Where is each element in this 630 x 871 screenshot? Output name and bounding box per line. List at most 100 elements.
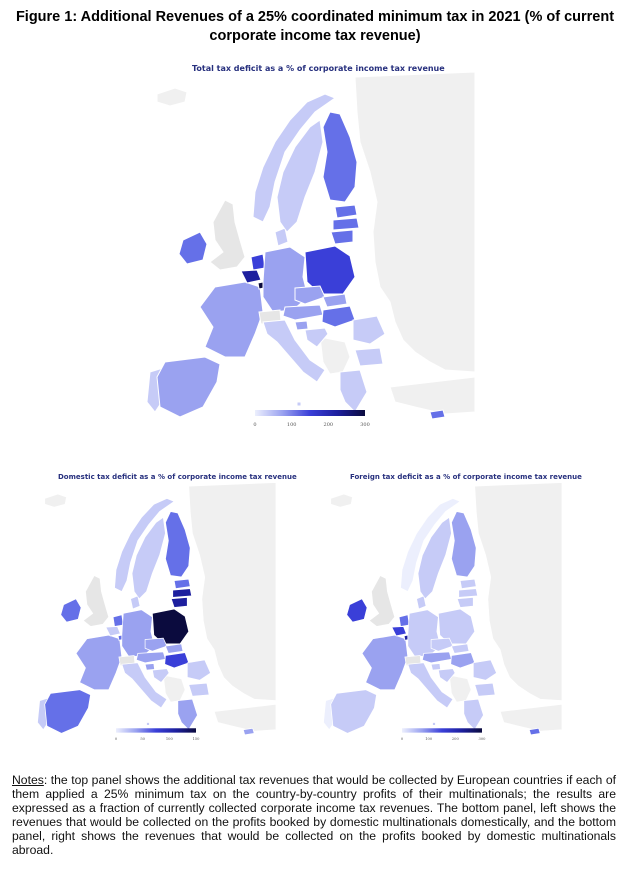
land-balkans (448, 674, 472, 703)
legend-tick-label: 200 (324, 422, 334, 428)
map-domestic: 0 50 100 150 (37, 482, 276, 741)
country-malta (432, 722, 436, 726)
legend-colorbar (402, 728, 482, 733)
country-latvia (172, 588, 193, 598)
legend-tick-label: 150 (193, 737, 201, 741)
land-iceland (330, 493, 353, 508)
map-title-domestic: Domestic tax deficit as a % of corporate… (58, 473, 297, 481)
country-norway (252, 93, 337, 223)
legend-tick-label: 100 (166, 737, 174, 741)
land-turkey (389, 376, 475, 415)
country-spain (330, 689, 377, 734)
country-uk (82, 575, 110, 627)
map-title-foreign: Foreign tax deficit as a % of corporate … (350, 473, 582, 481)
country-slovakia (322, 293, 348, 308)
country-norway (114, 498, 175, 593)
country-bulgaria (354, 347, 384, 367)
country-italy (407, 662, 454, 709)
country-netherlands (398, 614, 410, 627)
country-finland (165, 511, 191, 578)
land-turkey (213, 703, 276, 732)
country-poland (151, 608, 190, 645)
country-malta (146, 722, 150, 726)
country-lithuania (170, 596, 188, 608)
country-netherlands (112, 614, 124, 627)
land-balkans (162, 674, 186, 703)
country-latvia (458, 588, 479, 598)
country-austria (282, 304, 324, 321)
country-croatia (437, 668, 456, 683)
legend-colorbar (116, 728, 196, 733)
country-france (361, 634, 409, 691)
legend-tick-label: 300 (360, 422, 370, 428)
country-hungary (321, 305, 356, 328)
land-russia (354, 72, 475, 373)
country-bulgaria (474, 682, 496, 697)
country-cyprus (528, 727, 541, 736)
country-ireland (60, 598, 82, 623)
land-balkans (319, 336, 351, 375)
legend-tick-label: 50 (140, 737, 145, 741)
country-sweden (131, 516, 166, 600)
country-finland (451, 511, 477, 578)
country-romania (472, 659, 498, 681)
country-croatia (151, 668, 170, 683)
country-greece (339, 369, 368, 413)
country-greece (177, 698, 198, 731)
country-estonia (459, 578, 477, 590)
country-romania (352, 315, 386, 345)
country-hungary (450, 652, 476, 669)
country-lithuania (330, 229, 354, 245)
country-czechia (430, 637, 454, 652)
country-norway (400, 498, 461, 593)
country-spain (156, 356, 221, 418)
land-iceland (44, 493, 67, 508)
country-denmark (274, 227, 289, 247)
legend-tick-label: 0 (401, 737, 404, 741)
country-sweden (276, 119, 324, 233)
country-belgium (105, 626, 121, 637)
country-estonia (173, 578, 191, 590)
notes-text: : the top panel shows the additional tax… (12, 773, 616, 857)
country-belgium (240, 269, 262, 284)
country-romania (186, 659, 212, 681)
country-spain (44, 689, 91, 734)
country-poland (304, 245, 356, 295)
legend-tick-label: 100 (287, 422, 297, 428)
country-netherlands (250, 253, 266, 271)
country-bulgaria (188, 682, 210, 697)
country-malta (296, 401, 302, 407)
land-russia (474, 482, 562, 702)
map-foreign: 0 100 200 300 (323, 482, 562, 741)
country-france (75, 634, 123, 691)
country-ireland (346, 598, 368, 623)
legend-tick-label: 0 (253, 422, 256, 428)
country-estonia (334, 204, 358, 219)
country-hungary (164, 652, 190, 669)
figure-title: Figure 1: Additional Revenues of a 25% c… (15, 9, 615, 44)
country-sweden (417, 516, 452, 600)
legend-tick-label: 300 (479, 737, 487, 741)
country-slovenia (430, 663, 441, 671)
country-lithuania (456, 596, 474, 608)
country-cyprus (242, 727, 255, 736)
notes-label: Notes (12, 773, 44, 787)
map-title-total: Total tax deficit as a % of corporate in… (192, 64, 445, 73)
notes: Notes: the top panel shows the additiona… (12, 773, 616, 857)
country-czechia (144, 637, 168, 652)
legend-colorbar (255, 410, 365, 416)
legend-tick-label: 0 (115, 737, 118, 741)
country-france (199, 281, 264, 358)
country-latvia (332, 217, 360, 231)
country-croatia (304, 327, 329, 348)
country-slovenia (294, 320, 309, 331)
country-uk (368, 575, 396, 627)
legend-tick-label: 100 (425, 737, 433, 741)
legend-tick-label: 200 (452, 737, 460, 741)
country-slovakia (164, 643, 184, 654)
country-austria (135, 651, 166, 664)
country-italy (121, 662, 168, 709)
country-finland (322, 111, 358, 203)
country-italy (262, 319, 326, 383)
country-greece (463, 698, 484, 731)
